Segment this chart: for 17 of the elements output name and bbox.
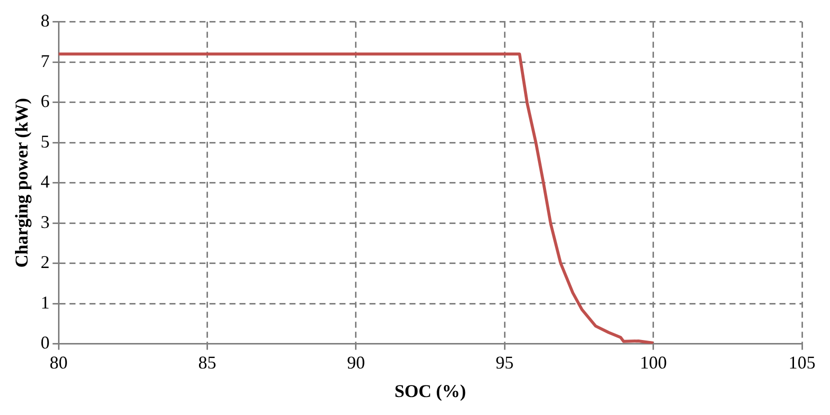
x-tick-label: 100 (640, 352, 667, 372)
y-tick-label: 5 (40, 131, 50, 152)
y-tick-label: 4 (40, 172, 50, 192)
y-tick-label: 6 (40, 91, 50, 112)
y-tick-label: 3 (40, 212, 50, 232)
y-axis-title: Charging power (kW) (11, 98, 32, 268)
y-tick-label: 7 (40, 50, 50, 71)
y-tick-label: 8 (40, 10, 50, 31)
x-axis-title: SOC (%) (394, 380, 466, 401)
y-tick-label: 1 (40, 292, 50, 312)
x-tick-label: 80 (50, 352, 68, 372)
y-tick-label: 2 (40, 252, 50, 272)
x-tick-label: 85 (198, 352, 216, 372)
x-tick-label: 105 (788, 352, 816, 372)
x-tick-label: 95 (496, 352, 514, 372)
y-tick-label: 0 (40, 332, 50, 353)
x-tick-label: 90 (346, 352, 365, 372)
